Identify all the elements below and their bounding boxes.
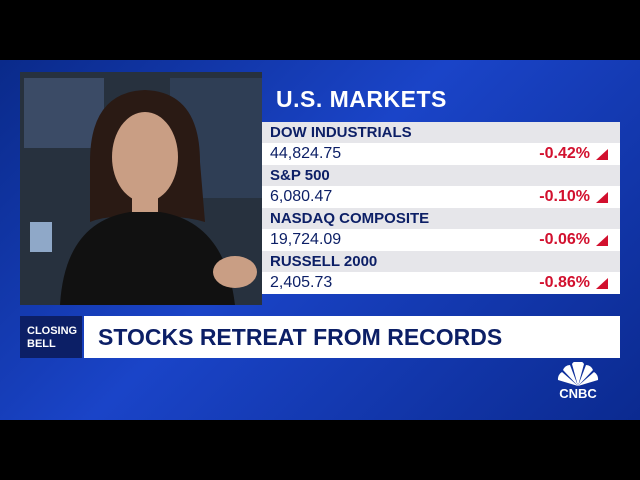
broadcast-stage: U.S. MARKETS DOW INDUSTRIALS 44,824.75 -0.… [0,60,640,420]
headline: STOCKS RETREAT FROM RECORDS [84,316,620,358]
peacock [557,360,599,386]
market-value: 19,724.09 -0.06% [262,229,620,251]
logo-text: CNBC [559,386,597,401]
market-value: 2,405.73 -0.86% [262,272,620,294]
market-change: -0.42% [539,145,590,162]
market-row: DOW INDUSTRIALS 44,824.75 -0.42% [262,122,620,165]
presenter [20,72,262,305]
down-indicator [596,149,608,160]
market-name: RUSSELL 2000 [262,251,620,272]
market-value: 6,080.47 -0.10% [262,186,620,208]
down-indicator [596,278,608,289]
markets-panel: U.S. MARKETS DOW INDUSTRIALS 44,824.75 -0.… [262,72,620,305]
panel-title: U.S. MARKETS [276,86,447,112]
market-name: NASDAQ COMPOSITE [262,208,620,229]
market-row: RUSSELL 2000 2,405.73 -0.86% [262,251,620,294]
market-change: -0.86% [539,274,590,291]
video-feed [20,72,262,305]
market-change: -0.06% [539,231,590,248]
market-value: 44,824.75 -0.42% [262,143,620,165]
market-row: S&P 500 6,080.47 -0.10% [262,165,620,208]
market-change: -0.10% [539,188,590,205]
down-indicator [596,192,608,203]
show-tag: CLOSING BELL [20,316,82,358]
market-name: S&P 500 [262,165,620,186]
market-row: NASDAQ COMPOSITE 19,724.09 -0.06% [262,208,620,251]
network-logo: CNBC [552,360,604,402]
market-name: DOW INDUSTRIALS [262,122,620,143]
down-indicator [596,235,608,246]
